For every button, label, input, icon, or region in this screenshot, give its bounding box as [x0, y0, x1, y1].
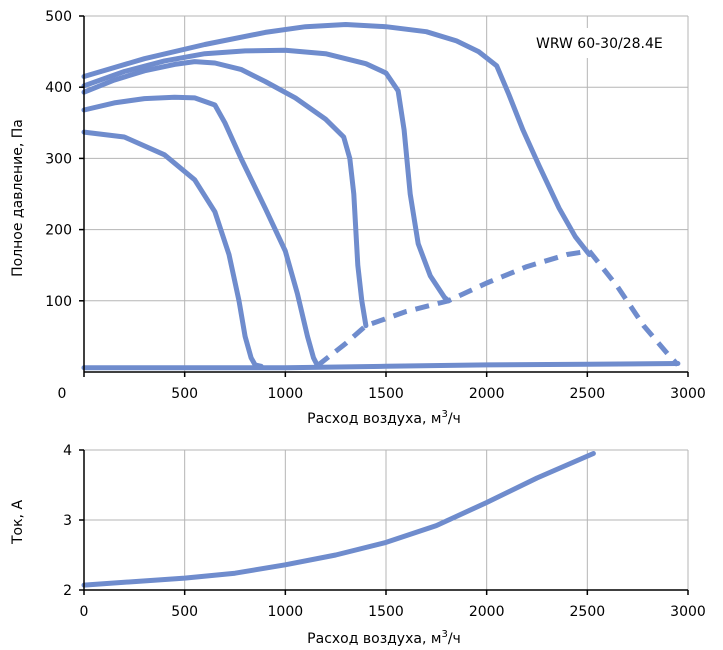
current-x-tick-label: 1000: [268, 604, 304, 620]
pressure-ylabel: Полное давление, Па: [10, 119, 26, 277]
current-xlabel-suffix: /ч: [448, 631, 461, 647]
current-x-tick-label: 2500: [570, 604, 606, 620]
pressure-y-tick-label: 300: [45, 151, 72, 167]
current-grid: [84, 449, 689, 590]
current-y-tick-label: 4: [63, 443, 72, 459]
current-ylabel: Ток, А: [10, 500, 26, 545]
pressure-x-tick-label: 1500: [368, 386, 404, 402]
pressure-axes: [79, 15, 689, 377]
pressure-x-tick-label: 500: [171, 386, 198, 402]
pressure-series-line-7: [315, 248, 590, 368]
annotation-box: [523, 28, 683, 58]
current-x-tick-label: 1500: [368, 604, 404, 620]
pressure-series-line-1: [81, 129, 264, 369]
current-axes: [79, 449, 689, 595]
pressure-grid: [84, 15, 689, 372]
pressure-series-line-8: [587, 249, 680, 367]
pressure-series-line-5: [81, 22, 592, 257]
pressure-series-line-2: [81, 94, 320, 369]
pressure-xlabel-main: Расход воздуха, м: [307, 411, 441, 427]
pressure-tick-labels: 0 500 1000 1500 2000 2500 3000 100 200 300 400 500: [45, 9, 706, 402]
pressure-y-tick-label: 200: [45, 223, 72, 239]
pressure-chart: 0 500 1000 1500 2000 2500 3000100200300400500 …: [10, 9, 706, 427]
current-tick-labels: 0 500 1000 1500 2000 2500 3000 2 3 4: [63, 443, 706, 620]
current-xlabel-main: Расход воздуха, м: [307, 631, 441, 647]
model-annotation: WRW 60-30/28.4E: [536, 36, 663, 52]
pressure-xlabel-suffix: /ч: [448, 411, 461, 427]
current-x-tick-label: 3000: [670, 604, 706, 620]
current-chart: 0 500 1000 1500 2000 2500 3000 2 3 4 Расход возду…: [10, 443, 706, 647]
pressure-series: [81, 22, 681, 371]
pressure-x-tick-label: 2500: [570, 386, 606, 402]
pressure-x-tick-label: 0: [58, 386, 67, 402]
pressure-x-tick-label: 3000: [670, 386, 706, 402]
pressure-x-tick-label: 1000: [268, 386, 304, 402]
current-series-line-1: [81, 451, 596, 588]
pressure-xlabel-sup: 3: [441, 409, 447, 420]
pressure-y-tick-label: 100: [45, 294, 72, 310]
pressure-y-tick-label: 400: [45, 80, 72, 96]
current-x-tick-label: 2000: [469, 604, 505, 620]
current-x-tick-label: 500: [171, 604, 198, 620]
current-xlabel-sup: 3: [441, 629, 447, 640]
current-y-tick-label: 2: [63, 583, 72, 599]
current-y-tick-label: 3: [63, 513, 72, 529]
pressure-series-line-4: [81, 47, 451, 304]
pressure-xlabel: Расход воздуха, м3/ч: [307, 409, 461, 427]
current-series: [81, 451, 596, 588]
pressure-series-line-3: [81, 59, 369, 329]
pressure-series-line-6: [81, 361, 681, 371]
pressure-x-tick-label: 2000: [469, 386, 505, 402]
current-x-tick-label: 0: [80, 604, 89, 620]
pressure-y-tick-label: 500: [45, 9, 72, 25]
current-xlabel: Расход воздуха, м3/ч: [307, 629, 461, 647]
